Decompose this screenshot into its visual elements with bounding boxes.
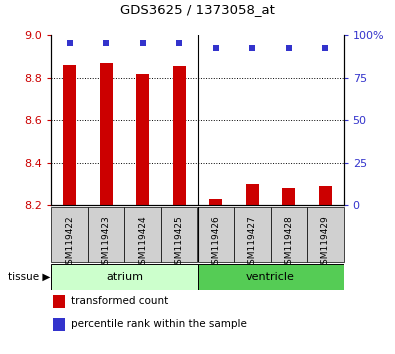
Point: [213, 45, 219, 51]
Point: [66, 40, 73, 46]
Bar: [198, 207, 234, 262]
Text: percentile rank within the sample: percentile rank within the sample: [71, 319, 247, 329]
Text: GSM119427: GSM119427: [248, 215, 257, 270]
Bar: [307, 207, 344, 262]
Bar: [198, 264, 344, 290]
Point: [249, 45, 256, 51]
Bar: [161, 207, 198, 262]
Bar: [209, 199, 222, 205]
Text: GSM119429: GSM119429: [321, 215, 330, 270]
Bar: [63, 65, 76, 205]
Bar: [53, 318, 65, 331]
Point: [286, 45, 292, 51]
Text: ventricle: ventricle: [246, 272, 295, 282]
Text: atrium: atrium: [106, 272, 143, 282]
Bar: [88, 207, 124, 262]
Text: GSM119425: GSM119425: [175, 215, 184, 270]
Text: GSM119426: GSM119426: [211, 215, 220, 270]
Bar: [124, 207, 161, 262]
Text: GSM119423: GSM119423: [102, 215, 111, 270]
Bar: [319, 186, 332, 205]
Bar: [100, 63, 113, 205]
Bar: [173, 66, 186, 205]
Bar: [246, 184, 259, 205]
Point: [322, 45, 329, 51]
Text: GDS3625 / 1373058_at: GDS3625 / 1373058_at: [120, 3, 275, 16]
Point: [103, 40, 109, 46]
Bar: [282, 188, 295, 205]
Text: tissue ▶: tissue ▶: [8, 272, 50, 282]
Bar: [51, 207, 88, 262]
Text: transformed count: transformed count: [71, 296, 168, 306]
Text: GSM119422: GSM119422: [65, 215, 74, 270]
Bar: [53, 295, 65, 308]
Text: GSM119424: GSM119424: [138, 215, 147, 270]
Point: [176, 40, 182, 46]
Text: GSM119428: GSM119428: [284, 215, 293, 270]
Bar: [234, 207, 271, 262]
Point: [139, 40, 146, 46]
Bar: [136, 74, 149, 205]
Bar: [51, 264, 198, 290]
Bar: [271, 207, 307, 262]
